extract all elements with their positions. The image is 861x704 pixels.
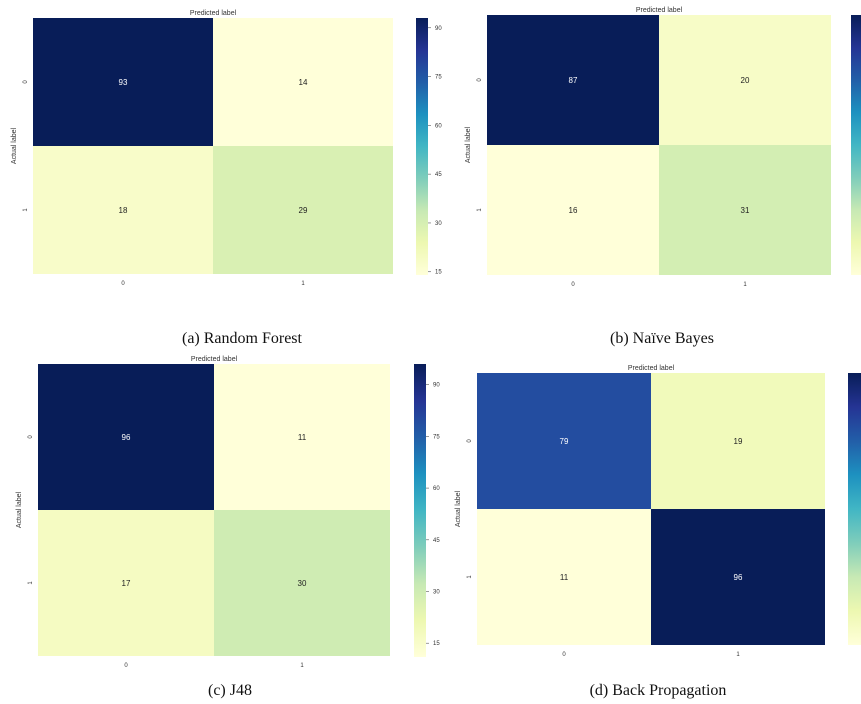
- heatmap-cell: [487, 145, 659, 275]
- heatmap-cell: [651, 509, 825, 645]
- heatmap-cell: [659, 15, 831, 145]
- y-tick-label: 1: [23, 208, 29, 212]
- panel-caption: (c) J48: [208, 682, 252, 699]
- x-axis-label: Predicted label: [636, 7, 683, 14]
- cell-value-label: 93: [119, 78, 128, 87]
- panel-caption: (b) Naïve Bayes: [610, 330, 714, 347]
- x-tick-label: 1: [743, 282, 747, 288]
- heatmap-cell: [214, 510, 390, 656]
- y-tick-label: 0: [467, 439, 473, 443]
- colorbar-tick-label: 45: [435, 172, 442, 178]
- heatmap-cell: [477, 509, 651, 645]
- y-axis-label: Actual label: [11, 127, 18, 164]
- colorbar-tick-label: 75: [435, 75, 442, 81]
- y-tick-label: 1: [477, 208, 483, 212]
- cell-value-label: 96: [734, 573, 743, 582]
- y-tick-label: 1: [467, 575, 473, 579]
- y-axis-label: Actual label: [465, 126, 472, 163]
- heatmap-cell: [651, 373, 825, 509]
- colorbar-tick-label: 30: [433, 590, 440, 596]
- colorbar-tick-label: 45: [433, 538, 440, 544]
- cell-value-label: 96: [122, 433, 131, 442]
- colorbar-tick-label: 60: [433, 486, 440, 492]
- cell-value-label: 14: [299, 78, 308, 87]
- cell-value-label: 11: [560, 573, 569, 582]
- colorbar: [416, 18, 428, 275]
- heatmap-cell: [214, 364, 390, 510]
- colorbar-tick-label: 90: [433, 383, 440, 389]
- colorbar-tick-label: 30: [435, 221, 442, 227]
- cell-value-label: 19: [734, 437, 743, 446]
- x-tick-label: 0: [124, 663, 128, 669]
- y-tick-label: 0: [28, 435, 34, 439]
- panel-caption: (d) Back Propagation: [590, 682, 727, 699]
- heatmap-cell: [477, 373, 651, 509]
- cell-value-label: 87: [569, 76, 578, 85]
- heatmap-cell: [33, 18, 213, 146]
- confusion-matrix-panel-2: 87 20 16 31 Predicted label Actual label 0 1 0 1 (…: [465, 7, 861, 347]
- cell-value-label: 30: [298, 579, 307, 588]
- cell-value-label: 31: [741, 206, 750, 215]
- x-tick-label: 0: [571, 282, 575, 288]
- confusion-matrix-panel-3: 96 11 17 30 Predicted label Actual label 0 1 0 1 9…: [16, 356, 440, 699]
- colorbar: [414, 364, 426, 657]
- y-tick-label: 0: [477, 78, 483, 82]
- heatmap-cell: [38, 510, 214, 656]
- x-axis-label: Predicted label: [190, 10, 237, 17]
- cell-value-label: 16: [569, 206, 578, 215]
- x-tick-label: 1: [300, 663, 304, 669]
- colorbar-tick-label: 15: [433, 641, 440, 647]
- cell-value-label: 79: [560, 437, 569, 446]
- x-tick-label: 1: [736, 652, 740, 658]
- colorbar-tick-label: 90: [435, 26, 442, 32]
- heatmap-cell: [213, 146, 393, 274]
- x-tick-label: 1: [301, 281, 305, 287]
- x-axis-label: Predicted label: [628, 365, 675, 372]
- y-tick-label: 0: [23, 80, 29, 84]
- x-tick-label: 0: [562, 652, 566, 658]
- confusion-matrix-panel-1: 93 14 18 29 Predicted label Actual label 0 1 0 1 9…: [11, 10, 442, 347]
- colorbar-tick-label: 75: [433, 434, 440, 440]
- heatmap-cell: [659, 145, 831, 275]
- y-tick-label: 1: [28, 581, 34, 585]
- colorbar: [848, 373, 861, 645]
- panel-caption: (a) Random Forest: [182, 330, 303, 347]
- colorbar-tick-label: 15: [435, 270, 442, 276]
- cell-value-label: 20: [741, 76, 750, 85]
- heatmap-cell: [213, 18, 393, 146]
- colorbar-tick-label: 60: [435, 123, 442, 129]
- x-tick-label: 0: [121, 281, 125, 287]
- cell-value-label: 29: [299, 206, 308, 215]
- confusion-matrix-panel-4: 79 19 11 96 Predicted label Actual label 0 1 0 1 (…: [455, 365, 861, 699]
- colorbar: [851, 15, 861, 275]
- heatmap-cell: [38, 364, 214, 510]
- heatmap-cell: [487, 15, 659, 145]
- y-axis-label: Actual label: [16, 491, 23, 528]
- heatmap-cell: [33, 146, 213, 274]
- cell-value-label: 17: [122, 579, 131, 588]
- cell-value-label: 18: [119, 206, 128, 215]
- cell-value-label: 11: [298, 433, 307, 442]
- y-axis-label: Actual label: [455, 490, 462, 527]
- x-axis-label: Predicted label: [191, 356, 238, 363]
